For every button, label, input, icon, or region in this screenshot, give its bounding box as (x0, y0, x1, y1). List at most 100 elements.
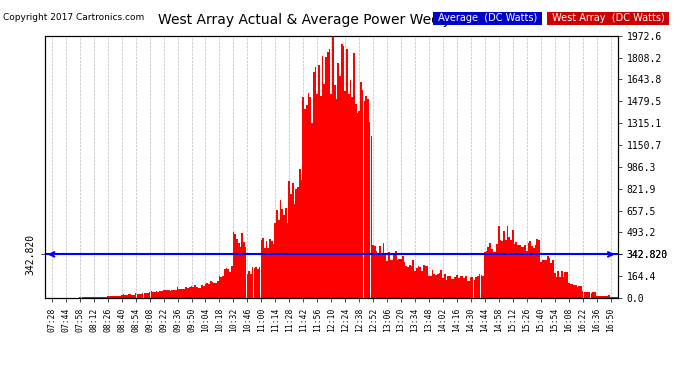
Bar (388, 252, 390, 298)
Bar (308, 93, 309, 298)
Bar (138, 294, 140, 298)
Bar (278, 220, 279, 298)
Bar (559, 278, 561, 298)
Bar (480, 275, 482, 298)
Bar (575, 285, 577, 298)
Bar (166, 290, 168, 298)
Text: Average  (DC Watts): Average (DC Watts) (435, 13, 540, 23)
Bar (566, 272, 568, 298)
Bar (179, 289, 180, 298)
Bar (598, 296, 599, 298)
Bar (341, 44, 342, 298)
Bar (453, 279, 454, 298)
Bar (381, 253, 383, 298)
Bar (334, 86, 335, 298)
Bar (283, 215, 285, 298)
Bar (423, 265, 424, 298)
Bar (426, 266, 428, 298)
Bar (117, 296, 119, 298)
Bar (206, 283, 208, 298)
Bar (156, 291, 157, 298)
Bar (547, 256, 549, 298)
Bar (465, 276, 466, 298)
Bar (177, 287, 179, 298)
Bar (295, 189, 297, 298)
Bar (150, 291, 152, 298)
Bar (328, 49, 331, 298)
Bar (342, 46, 344, 298)
Bar (331, 94, 332, 298)
Bar (248, 271, 250, 298)
Bar (500, 240, 502, 298)
Bar (101, 297, 104, 298)
Bar (364, 101, 365, 298)
Bar (266, 242, 268, 298)
Bar (498, 226, 500, 298)
Bar (97, 297, 98, 298)
Bar (506, 226, 509, 298)
Bar (595, 296, 598, 298)
Bar (519, 246, 521, 298)
Bar (196, 287, 197, 298)
Bar (140, 294, 141, 298)
Bar (409, 265, 411, 298)
Bar (208, 284, 210, 298)
Bar (86, 297, 88, 298)
Bar (119, 296, 121, 298)
Bar (273, 244, 275, 298)
Bar (250, 274, 252, 298)
Bar (402, 256, 404, 298)
Bar (339, 76, 341, 298)
Bar (320, 96, 322, 298)
Bar (540, 262, 542, 298)
Bar (137, 294, 138, 298)
Bar (231, 266, 233, 298)
Bar (131, 295, 133, 298)
Bar (157, 291, 159, 298)
Bar (510, 240, 512, 298)
Bar (213, 283, 215, 298)
Bar (193, 286, 194, 298)
Bar (271, 242, 273, 298)
Bar (430, 276, 431, 298)
Bar (262, 238, 264, 298)
Bar (604, 296, 607, 298)
Bar (353, 53, 355, 298)
Bar (417, 266, 420, 298)
Bar (163, 290, 164, 298)
Bar (439, 273, 440, 298)
Bar (383, 243, 384, 298)
Bar (446, 279, 447, 298)
Bar (561, 271, 562, 298)
Bar (440, 270, 442, 298)
Bar (608, 296, 610, 298)
Bar (460, 276, 461, 298)
Bar (222, 276, 224, 298)
Bar (469, 280, 470, 298)
Bar (407, 267, 409, 298)
Bar (564, 272, 566, 298)
Bar (413, 261, 414, 298)
Bar (133, 295, 135, 298)
Bar (368, 122, 371, 298)
Bar (411, 266, 413, 298)
Bar (390, 260, 391, 298)
Bar (337, 63, 339, 298)
Bar (428, 276, 430, 298)
Bar (180, 290, 182, 298)
Bar (603, 296, 604, 298)
Bar (304, 110, 306, 298)
Bar (496, 244, 498, 298)
Bar (543, 260, 545, 298)
Bar (350, 80, 351, 298)
Bar (91, 297, 93, 298)
Bar (542, 260, 543, 298)
Bar (110, 296, 112, 298)
Bar (346, 50, 348, 298)
Bar (227, 269, 229, 298)
Bar (377, 255, 380, 298)
Bar (552, 260, 554, 298)
Bar (269, 239, 271, 298)
Bar (398, 259, 400, 298)
Bar (299, 169, 301, 298)
